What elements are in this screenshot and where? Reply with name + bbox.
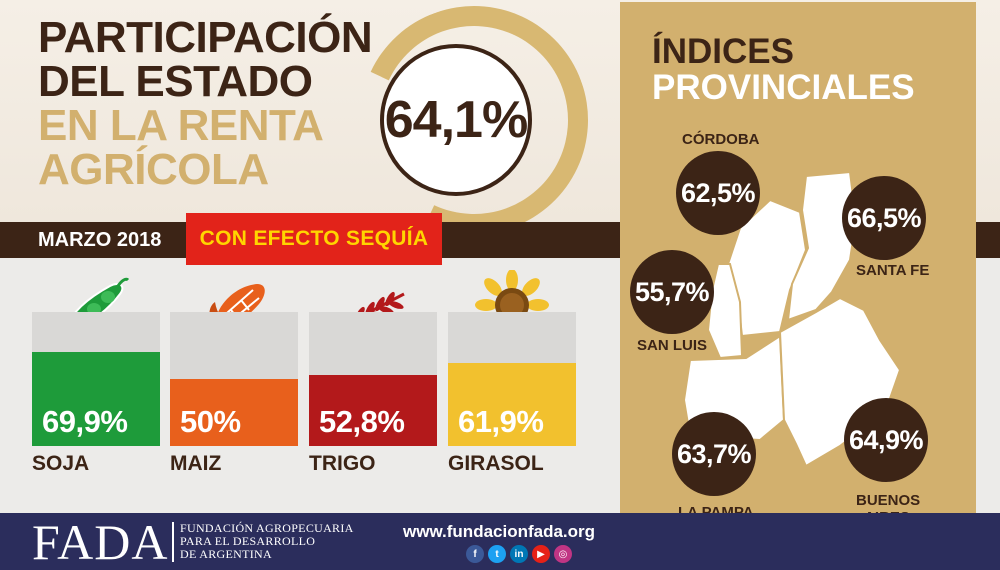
org-name-line: FUNDACIÓN AGROPECUARIA — [180, 521, 354, 535]
instagram-icon[interactable]: ◎ — [554, 545, 572, 563]
provincial-title-line: ÍNDICES — [652, 32, 794, 71]
website-link[interactable]: www.fundacionfada.org — [403, 522, 596, 541]
title-line: DEL ESTADO — [38, 57, 313, 106]
province-name-line: BUENOS — [856, 492, 921, 509]
condition-label: CON EFECTO SEQUÍA — [199, 227, 429, 250]
province-label-san-luis: SAN LUIS — [637, 337, 708, 354]
crop-bar-fill — [170, 379, 298, 446]
map-buenos-aires — [778, 296, 902, 468]
province-value: 62,5% — [680, 177, 756, 208]
fada-logo: FADA — [32, 514, 169, 570]
province-label-cordoba: CÓRDOBA — [682, 131, 760, 148]
org-name: FUNDACIÓN AGROPECUARIA PARA EL DESARROLL… — [180, 522, 354, 561]
crop-name-girasol: GIRASOL — [448, 452, 544, 475]
condition-badge: CON EFECTO SEQUÍA — [186, 213, 442, 265]
province-value: 55,7% — [634, 276, 710, 307]
twitter-icon[interactable]: t — [488, 545, 506, 563]
province-label-santa-fe: SANTA FE — [856, 262, 930, 279]
province-circle-la-pampa: 63,7% — [672, 412, 756, 496]
crop-value: 52,8% — [319, 404, 405, 439]
crop-name-maiz: MAIZ — [170, 452, 222, 475]
province-circle-buenos-aires: 64,9% — [844, 398, 928, 482]
facebook-icon[interactable]: f — [466, 545, 484, 563]
crop-bar-fill — [32, 352, 160, 446]
province-value: 66,5% — [846, 202, 922, 233]
crop-value: 61,9% — [458, 404, 544, 439]
crop-bar-fill — [448, 363, 576, 446]
crop-bar-fill — [309, 375, 437, 446]
national-value-circle: 64,1% — [380, 44, 532, 196]
province-circle-cordoba: 62,5% — [676, 151, 760, 235]
org-name-line: DE ARGENTINA — [180, 547, 272, 561]
main-title: PARTICIPACIÓN DEL ESTADO EN LA RENTA AGR… — [38, 13, 373, 194]
provincial-title: ÍNDICES PROVINCIALES — [652, 34, 915, 106]
province-value: 64,9% — [848, 424, 924, 455]
org-name-line: PARA EL DESARROLLO — [180, 534, 316, 548]
youtube-icon[interactable]: ▶ — [532, 545, 550, 563]
crop-bar-maiz: 50% — [170, 312, 298, 446]
title-line: AGRÍCOLA — [38, 145, 269, 194]
crop-value: 50% — [180, 404, 241, 439]
national-value: 64,1% — [384, 91, 528, 149]
date-label: MARZO 2018 — [38, 229, 162, 251]
title-line: PARTICIPACIÓN — [38, 13, 373, 62]
title-line: EN LA RENTA — [38, 101, 324, 150]
crop-bar-trigo: 52,8% — [309, 312, 437, 446]
crop-bar-girasol: 61,9% — [448, 312, 576, 446]
province-circle-santa-fe: 66,5% — [842, 176, 926, 260]
province-circle-san-luis: 55,7% — [630, 250, 714, 334]
provincial-title-line: PROVINCIALES — [652, 68, 915, 107]
crop-name-soja: SOJA — [32, 452, 90, 475]
crop-name-trigo: TRIGO — [309, 452, 376, 475]
logo-divider — [172, 522, 174, 562]
linkedin-icon[interactable]: in — [510, 545, 528, 563]
crop-bar-soja: 69,9% — [32, 312, 160, 446]
crop-value: 69,9% — [42, 404, 128, 439]
province-value: 63,7% — [676, 438, 752, 469]
social-links: f t in ▶ ◎ — [466, 545, 572, 563]
